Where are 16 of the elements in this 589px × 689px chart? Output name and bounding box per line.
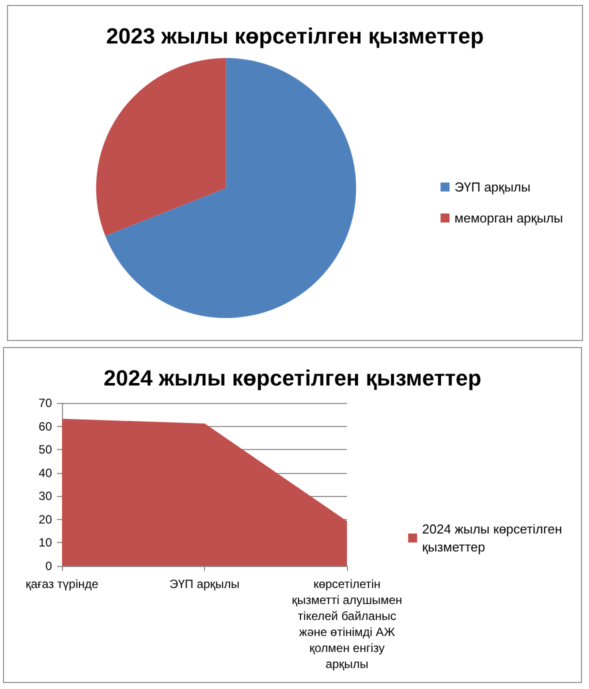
legend-label: меморган арқылы [454,210,564,226]
x-tick-label: көрсетілетін қызметті алушымен тікелей байланыс және өтінімді АЖ қолмен енгізу арқылы [292,577,402,671]
legend-label: 2024 жылы көрсетілген қызметтер [422,522,562,554]
y-tick-label: 10 [38,536,52,550]
y-tick-label: 30 [38,489,52,504]
y-tick-label: 50 [38,442,52,457]
y-tick-label: 70 [38,396,52,410]
y-tick-label: 40 [38,466,52,480]
x-tick-label: ЭҮП арқылы [169,577,240,591]
legend-label: ЭҮП арқылы [454,180,530,194]
chart-title: 2023 жылы көрсетілген қызметтер [106,24,484,48]
y-tick-label: 20 [38,512,52,526]
chart-title: 2024 жылы көрсетілген қызметтер [104,366,482,390]
y-tick-label: 0 [45,559,52,573]
y-tick-label: 60 [38,419,52,434]
x-tick-label: қағаз түрінде [26,577,99,591]
